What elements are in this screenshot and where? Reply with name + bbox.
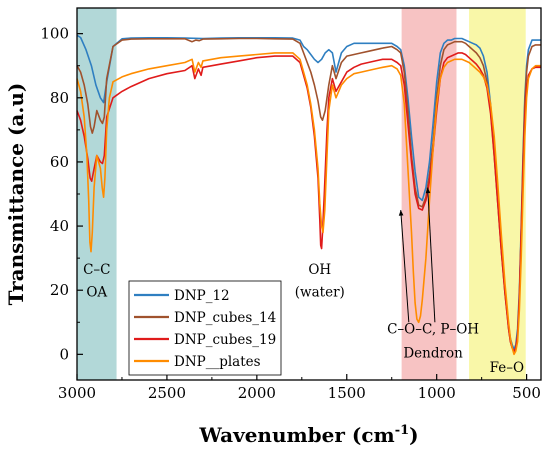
series-line-dnp-cubes-19 [76, 52, 541, 352]
annotation-label: Dendron [403, 346, 463, 362]
band-0 [77, 8, 117, 380]
arrow-head [425, 187, 431, 194]
axis-ticks [76, 33, 528, 380]
y-tick-label: 20 [50, 281, 69, 299]
series-line-dnp-plates [76, 52, 541, 356]
x-tick-label: 500 [512, 384, 541, 402]
legend-box [128, 280, 282, 376]
legend: DNP_12 DNP_cubes_14 DNP_cubes_19 DNP__plate… [128, 280, 282, 376]
annotation-arrow [400, 209, 410, 323]
annotation-label: (water) [295, 285, 345, 301]
y-tick-label: 40 [50, 217, 69, 235]
tick-labels: 3000 2500 2000 1500 1000 500 0 20 40 60 80 100 [40, 25, 541, 402]
annotation-label: OH [308, 262, 331, 278]
annotation-arrow [427, 187, 436, 323]
x-axis-title: Wavenumber (cm-1) [198, 423, 418, 447]
y-tick-label: 80 [50, 89, 69, 107]
band-1 [401, 8, 457, 380]
series-lines [76, 34, 541, 356]
legend-entry: DNP__plates [174, 354, 261, 370]
x-tick-label: 1500 [328, 384, 366, 402]
x-tick-label: 2500 [148, 384, 186, 402]
x-tick-label: 1000 [418, 384, 456, 402]
x-tick-label: 2000 [238, 384, 276, 402]
x-tick-label: 3000 [58, 384, 96, 402]
arrow-head [398, 210, 404, 216]
legend-entry: DNP_cubes_14 [174, 310, 276, 326]
y-tick-label: 0 [59, 345, 69, 363]
y-axis-title: Transmittance (a.u) [4, 83, 28, 306]
legend-entry: DNP_12 [174, 288, 230, 304]
annotation-label: C–O–C, P–OH [387, 322, 479, 338]
annotation-label: Fe–O [490, 360, 524, 376]
y-tick-label: 100 [40, 25, 69, 43]
y-tick-label: 60 [50, 153, 69, 171]
legend-entry: DNP_cubes_19 [174, 332, 276, 348]
annotation-label: OA [86, 285, 107, 301]
annotations: C–C OA OH (water) C–O–C, P–OH Dendron Fe–O [83, 187, 524, 376]
annotation-label: C–C [83, 262, 110, 278]
